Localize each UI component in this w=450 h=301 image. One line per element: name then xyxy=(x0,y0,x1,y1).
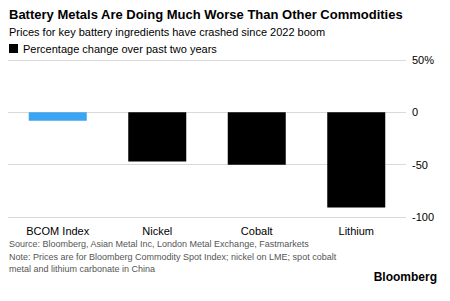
svg-text:Nickel: Nickel xyxy=(142,225,172,237)
svg-text:Battery Metals Are Doing Much: Battery Metals Are Doing Much Worse Than… xyxy=(9,7,403,22)
svg-text:50%: 50% xyxy=(412,54,434,66)
svg-text:metal and lithium carbonate in: metal and lithium carbonate in China xyxy=(9,264,155,274)
svg-text:Lithium: Lithium xyxy=(339,225,374,237)
svg-text:-50: -50 xyxy=(412,159,428,171)
svg-text:Bloomberg: Bloomberg xyxy=(374,270,437,284)
svg-text:0: 0 xyxy=(412,106,418,118)
svg-text:-100: -100 xyxy=(412,211,434,223)
svg-text:Cobalt: Cobalt xyxy=(241,225,273,237)
svg-text:Note: Prices are for Bloomberg: Note: Prices are for Bloomberg Commodity… xyxy=(9,252,339,262)
svg-text:Prices for key battery ingredi: Prices for key battery ingredients have … xyxy=(9,26,325,38)
svg-text:Source: Bloomberg, Asian Metal: Source: Bloomberg, Asian Metal Inc, Lond… xyxy=(9,239,309,249)
svg-text:Percentage change over past tw: Percentage change over past two years xyxy=(23,43,217,55)
svg-text:BCOM Index: BCOM Index xyxy=(26,225,89,237)
